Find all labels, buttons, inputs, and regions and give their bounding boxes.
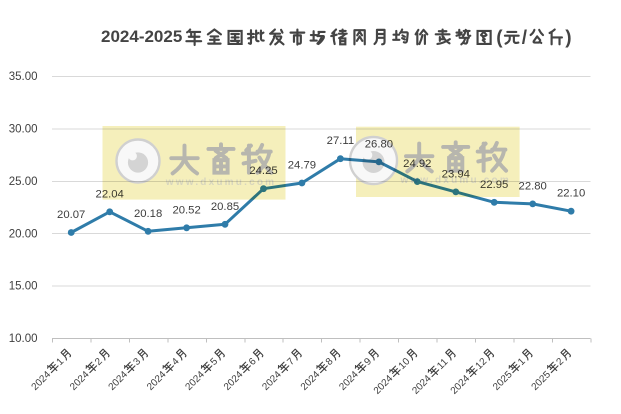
svg-text:20.52: 20.52	[172, 204, 200, 216]
svg-text:24.79: 24.79	[288, 160, 316, 172]
svg-text:15.00: 15.00	[9, 281, 38, 293]
svg-text:35.00: 35.00	[9, 71, 38, 83]
svg-text:(: (	[496, 28, 503, 49]
svg-text:www.dxumu.com: www.dxumu.com	[399, 175, 510, 186]
svg-text:22.10: 22.10	[557, 188, 585, 200]
svg-text:30.00: 30.00	[9, 124, 38, 136]
svg-text:20.00: 20.00	[9, 228, 38, 240]
svg-text:2024-2025: 2024-2025	[101, 27, 182, 46]
svg-text:10.00: 10.00	[9, 333, 38, 345]
svg-text:22.80: 22.80	[519, 180, 547, 192]
svg-text:20.18: 20.18	[134, 208, 162, 220]
svg-text:20.07: 20.07	[57, 209, 85, 221]
svg-text:/: /	[522, 28, 528, 49]
svg-text:20.85: 20.85	[211, 201, 239, 213]
svg-text:): )	[565, 28, 571, 49]
svg-text:www.dxumu.com: www.dxumu.com	[165, 177, 276, 188]
svg-text:25.00: 25.00	[9, 176, 38, 188]
svg-text:27.11: 27.11	[327, 135, 354, 147]
